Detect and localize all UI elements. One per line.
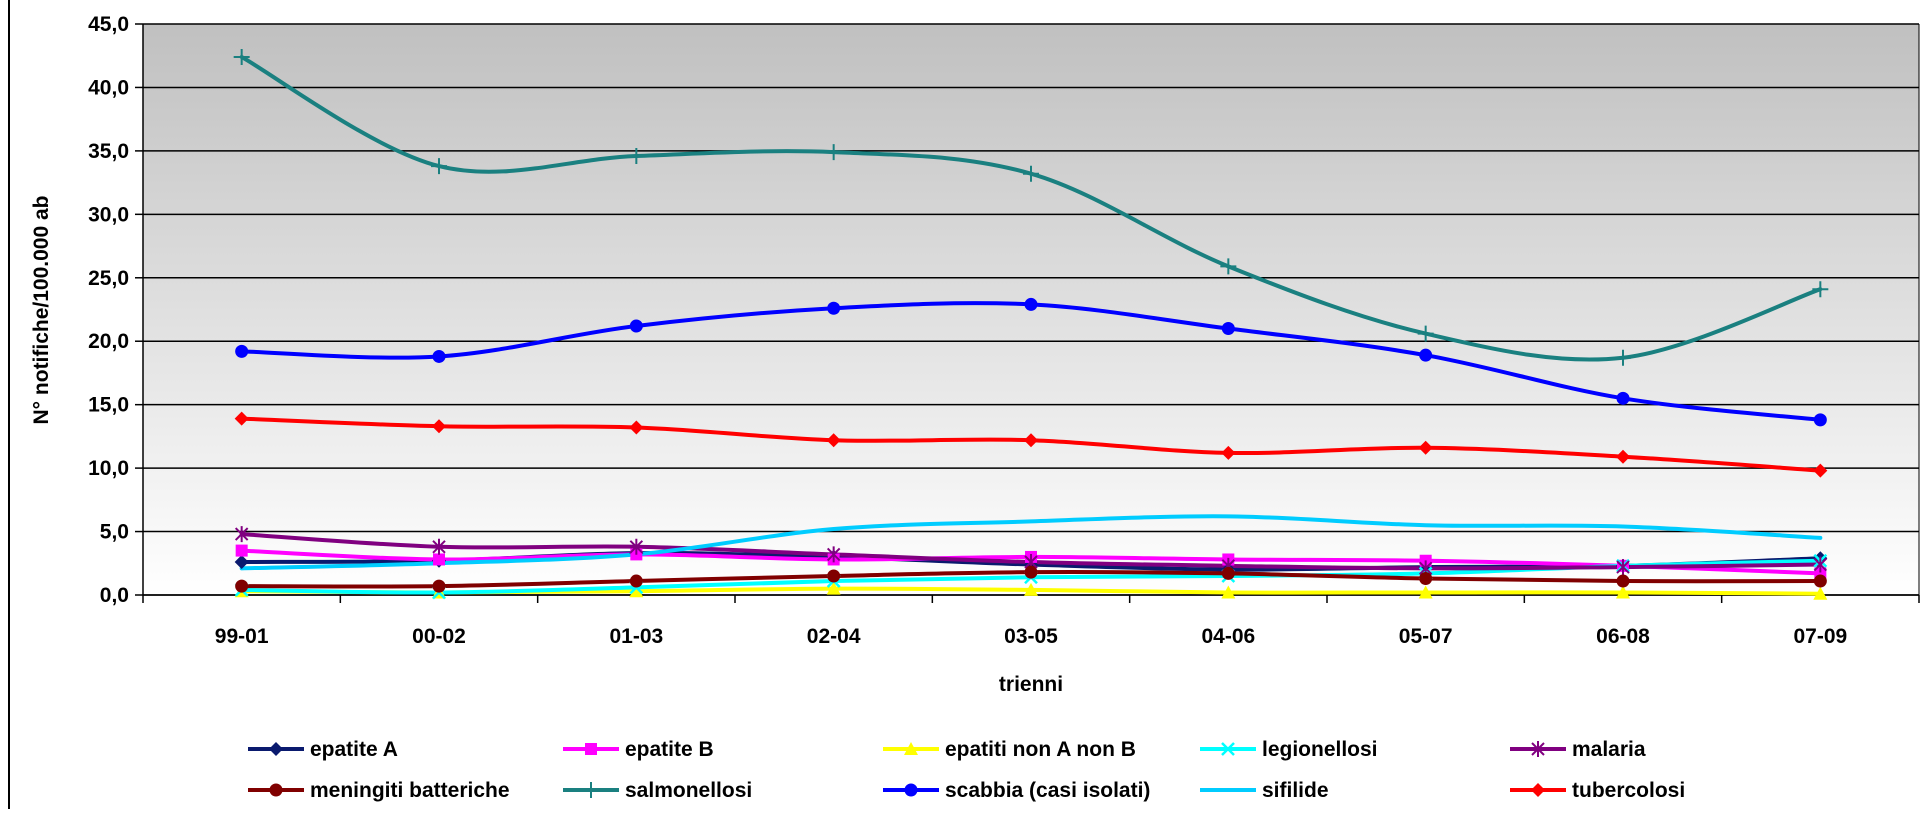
data-point [1419,348,1433,362]
data-point [432,538,446,555]
data-point [1418,440,1433,455]
data-point [1616,391,1630,405]
data-point [1616,449,1630,464]
data-point [233,48,250,65]
data-point [1220,258,1237,275]
x-tick-label: 02-04 [807,625,861,648]
data-point [235,544,248,557]
legend-marker [904,783,918,797]
x-tick-label: 03-05 [1004,625,1058,648]
data-point [826,433,841,448]
legend-label: salmonellosi [625,779,752,802]
data-point [234,411,249,426]
legend-marker [583,782,599,798]
y-tick-label: 15,0 [88,394,129,417]
y-tick-label: 0,0 [100,584,129,607]
y-tick-label: 10,0 [88,457,129,480]
data-point [827,569,841,583]
data-point [629,574,643,588]
data-point [629,538,644,555]
legend-label: epatiti non A non B [945,738,1136,761]
legend: epatite A epatite B epatiti non A non B leg… [248,738,1685,802]
x-tick-label: 04-06 [1201,625,1255,648]
data-point [826,581,841,595]
legend-marker [904,742,918,755]
x-tick-label: 05-07 [1399,625,1453,648]
data-point [1616,559,1630,576]
legend-label: epatite A [310,738,398,761]
series-line [239,514,1823,571]
data-point [235,344,249,358]
data-point [433,553,445,566]
legend-marker [1531,741,1545,757]
data-point [629,319,643,333]
y-tick-label: 40,0 [88,76,129,99]
data-point [1024,582,1038,596]
x-tick-label: 07-09 [1793,625,1847,648]
legend-label: malaria [1572,738,1646,761]
data-point [431,158,447,175]
data-point [1419,572,1433,586]
data-point [432,419,446,434]
data-point [1616,585,1630,599]
x-tick-label: 00-02 [412,625,466,648]
data-point [1024,297,1038,311]
data-point [1023,165,1039,182]
data-point [234,526,249,543]
data-point [1813,586,1828,600]
data-point [1812,281,1829,298]
data-point [1616,574,1630,588]
legend-marker [269,742,283,756]
y-tick-label: 25,0 [88,267,129,290]
x-tick-label: 06-08 [1596,625,1650,648]
data-point [1221,566,1235,580]
data-point [629,584,644,598]
legend-marker [1531,783,1545,797]
data-point [1221,585,1236,599]
data-point [628,147,645,164]
y-tick-label: 30,0 [88,203,129,226]
data-point [1813,556,1828,573]
data-point [629,420,644,435]
legend-marker [269,783,283,797]
data-point [432,349,446,363]
data-point [1813,574,1827,588]
data-point [826,546,841,563]
data-point [825,144,842,161]
data-point [234,555,249,570]
data-point [432,579,446,593]
data-point [1615,349,1631,366]
data-point [235,579,249,593]
data-point [1418,585,1433,599]
legend-label: tubercolosi [1572,779,1685,802]
y-tick-label: 5,0 [100,521,129,544]
data-point [1221,322,1235,336]
y-axis-title: N° notifiche/100.000 ab [30,196,53,425]
data-point [1024,433,1038,448]
legend-label: scabbia (casi isolati) [945,779,1150,802]
y-tick-label: 45,0 [88,13,129,36]
legend-label: epatite B [625,738,714,761]
legend-label: meningiti batteriche [310,779,510,802]
x-tick-label: 01-03 [609,625,663,648]
x-axis-title: trienni [999,673,1063,696]
legend-marker [585,743,597,755]
legend-label: sifilide [1262,779,1329,802]
y-tick-label: 35,0 [88,140,129,163]
legend-marker [1221,742,1235,756]
data-point [1221,445,1236,460]
data-point [1417,325,1434,342]
data-point [1024,565,1038,579]
x-tick-label: 99-01 [215,625,269,648]
y-tick-label: 20,0 [88,330,129,353]
data-point [1813,463,1828,478]
legend-label: legionellosi [1262,738,1378,761]
data-point [827,301,841,315]
data-point [1813,413,1827,427]
